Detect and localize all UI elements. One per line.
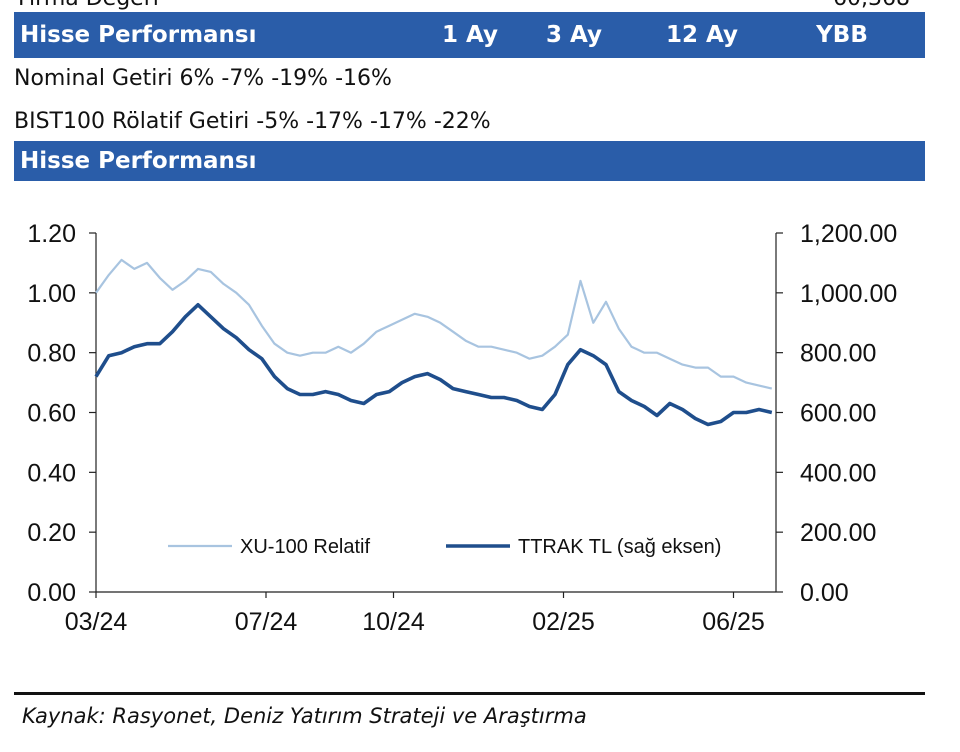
series-line-xu100-relatif: [95, 258, 773, 390]
x-tick-label: 02/25: [532, 608, 595, 636]
table-cell: -7%: [221, 66, 265, 91]
cutoff-left-text: Firma Değeri: [18, 0, 159, 11]
y-right-tick-label: 1,000.00: [800, 280, 897, 308]
legend-label: TTRAK TL (sağ eksen): [518, 536, 721, 558]
y-left-tick-label: 1.20: [27, 220, 76, 248]
y-right-tick-label: 200.00: [800, 519, 876, 547]
chart-series: [94, 258, 773, 427]
table-cell: 6%: [179, 66, 215, 91]
table-row-bist100-relative: BIST100 Rölatif Getiri -5% -17% -17% -22…: [14, 99, 925, 145]
x-tick-label: 07/24: [235, 608, 298, 636]
row-label: BIST100 Rölatif Getiri: [14, 109, 250, 134]
y-left-tick-label: 0.20: [27, 519, 76, 547]
row-label: Nominal Getiri: [14, 66, 173, 91]
legend-label: XU-100 Relatif: [240, 536, 371, 558]
column-header-12ay: 12 Ay: [666, 22, 738, 48]
y-right-tick-label: 600.00: [800, 400, 876, 428]
y-left-tick-label: 0.00: [27, 579, 76, 607]
x-tick-label: 10/24: [362, 608, 425, 636]
table-cell: -5%: [256, 109, 300, 134]
divider-line: [14, 692, 925, 695]
cutoff-right-text: 60,368: [833, 0, 910, 11]
table-cell: -17%: [306, 109, 363, 134]
y-left-tick-label: 0.60: [27, 400, 76, 428]
chart-section-title: Hisse Performansı: [20, 148, 257, 174]
price-chart: 1.20 1.00 0.80 0.60 0.40 0.20 0.00 1,200.00 1,00…: [27, 220, 897, 636]
column-header-ybb: YBB: [816, 22, 868, 48]
table-cell: -19%: [271, 66, 329, 91]
column-header-1ay: 1 Ay: [442, 22, 498, 48]
performance-table-header: Hisse Performansı 1 Ay 3 Ay 12 Ay YBB: [14, 12, 925, 58]
chart-section-header: Hisse Performansı: [14, 141, 925, 181]
y-left-tick-label: 1.00: [27, 280, 76, 308]
y-right-tick-label: 800.00: [800, 340, 876, 368]
table-cell: -17%: [369, 109, 427, 134]
column-header-3ay: 3 Ay: [546, 22, 602, 48]
table-cell: -16%: [335, 66, 392, 91]
performance-table-title: Hisse Performansı: [20, 22, 257, 48]
chart-axes: 1.20 1.00 0.80 0.60 0.40 0.20 0.00 1,200.00 1,00…: [27, 220, 897, 636]
x-tick-label: 06/25: [702, 608, 765, 636]
chart-legend: XU-100 Relatif TTRAK TL (sağ eksen): [168, 536, 721, 558]
y-left-tick-label: 0.80: [27, 340, 76, 368]
table-row-nominal: Nominal Getiri 6% -7% -19% -16%: [14, 56, 925, 102]
y-right-tick-label: 400.00: [800, 459, 876, 487]
series-line-ttrak-tl: [94, 303, 773, 427]
x-tick-label: 03/24: [65, 608, 128, 636]
table-cell: -22%: [433, 109, 491, 134]
y-left-tick-label: 0.40: [27, 459, 76, 487]
source-note: Kaynak: Rasyonet, Deniz Yatırım Strateji…: [22, 704, 587, 728]
y-right-tick-label: 0.00: [800, 579, 849, 607]
cutoff-row: Firma Değeri 60,368: [18, 0, 918, 11]
y-right-tick-label: 1,200.00: [800, 220, 897, 248]
